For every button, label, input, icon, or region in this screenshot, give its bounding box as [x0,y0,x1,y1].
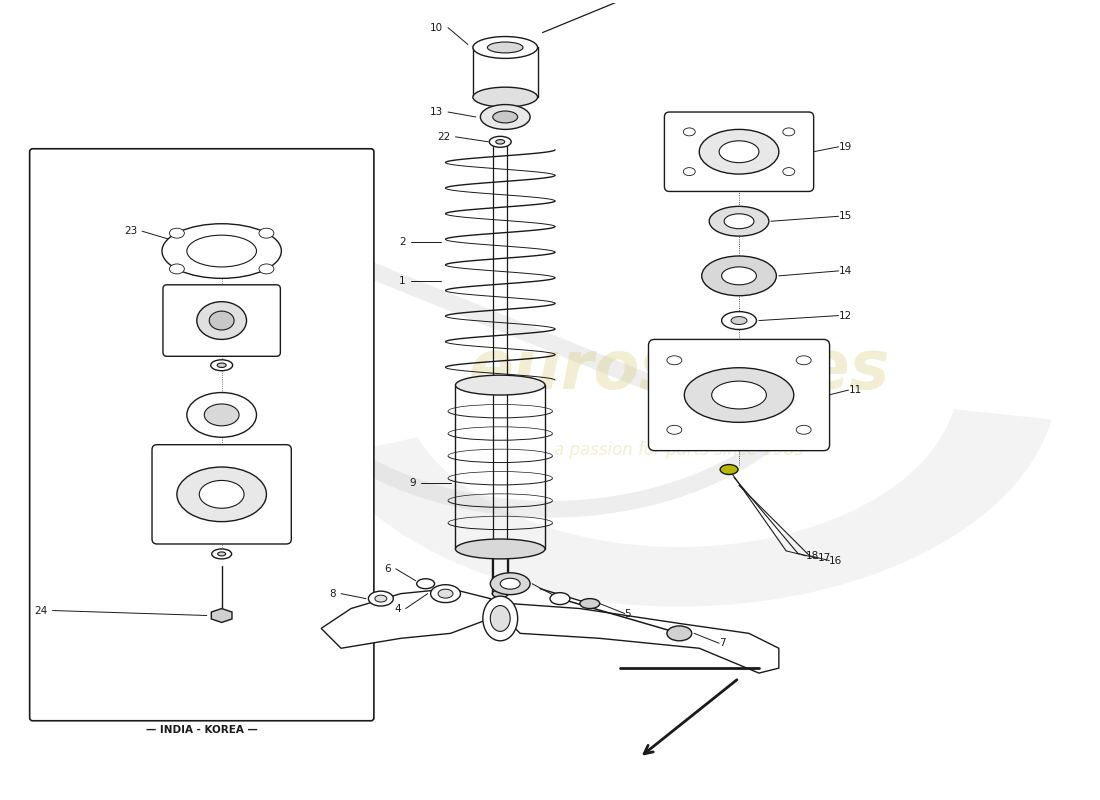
Text: 24: 24 [34,606,47,615]
Text: 9: 9 [409,478,416,489]
Ellipse shape [783,128,795,136]
Text: 10: 10 [430,22,443,33]
Polygon shape [211,609,232,622]
Ellipse shape [550,593,570,605]
Ellipse shape [667,426,682,434]
Ellipse shape [438,589,453,598]
Ellipse shape [490,136,512,147]
Text: 1: 1 [399,276,406,286]
Ellipse shape [217,363,227,367]
Text: 13: 13 [430,107,443,117]
Ellipse shape [796,426,811,434]
Text: a passion for parts since 1985: a passion for parts since 1985 [553,441,805,458]
Ellipse shape [211,549,232,559]
Ellipse shape [732,317,747,325]
Ellipse shape [491,606,510,631]
Ellipse shape [796,356,811,365]
Text: 16: 16 [829,555,843,566]
Ellipse shape [702,256,777,296]
Ellipse shape [205,404,239,426]
Ellipse shape [211,360,232,370]
Text: 4: 4 [394,603,400,614]
Polygon shape [510,603,779,673]
Text: 19: 19 [838,142,851,152]
Text: 23: 23 [124,226,138,236]
Ellipse shape [187,393,256,438]
Text: 15: 15 [838,211,851,222]
Text: 18: 18 [806,551,820,561]
Ellipse shape [473,37,538,58]
PathPatch shape [324,409,1052,606]
Ellipse shape [417,578,434,589]
Polygon shape [321,589,491,648]
Text: 14: 14 [838,266,851,276]
Ellipse shape [491,573,530,594]
Ellipse shape [209,311,234,330]
Ellipse shape [368,591,394,606]
Ellipse shape [580,598,600,609]
Ellipse shape [712,381,767,409]
FancyBboxPatch shape [664,112,814,191]
Text: 12: 12 [838,310,851,321]
Ellipse shape [455,375,544,395]
Ellipse shape [473,87,538,107]
FancyBboxPatch shape [30,149,374,721]
Ellipse shape [483,596,518,641]
Ellipse shape [720,465,738,474]
Text: eurospares: eurospares [469,338,890,403]
Ellipse shape [496,139,505,144]
Ellipse shape [710,206,769,236]
Ellipse shape [493,111,518,123]
Ellipse shape [199,481,244,508]
Ellipse shape [481,105,530,130]
Text: 8: 8 [330,589,337,598]
FancyBboxPatch shape [163,285,280,356]
Text: 6: 6 [384,564,390,574]
Ellipse shape [683,168,695,175]
Ellipse shape [455,539,544,559]
Text: 2: 2 [399,237,406,247]
Ellipse shape [177,467,266,522]
Text: 22: 22 [438,132,451,142]
Ellipse shape [783,168,795,175]
Ellipse shape [722,267,757,285]
Ellipse shape [430,585,461,602]
Ellipse shape [724,214,754,229]
Ellipse shape [169,264,185,274]
Ellipse shape [258,228,274,238]
Ellipse shape [487,42,522,53]
Ellipse shape [683,128,695,136]
Ellipse shape [218,552,226,556]
FancyBboxPatch shape [649,339,829,450]
Ellipse shape [162,224,282,278]
Ellipse shape [375,595,387,602]
Ellipse shape [719,141,759,162]
Ellipse shape [187,235,256,267]
Ellipse shape [258,264,274,274]
Text: 7: 7 [719,638,726,648]
Ellipse shape [500,578,520,589]
Ellipse shape [493,590,508,598]
Text: — INDIA - KOREA —: — INDIA - KOREA — [146,725,257,734]
Ellipse shape [667,356,682,365]
Ellipse shape [197,302,246,339]
FancyBboxPatch shape [152,445,292,544]
Ellipse shape [722,312,757,330]
Text: 3: 3 [560,594,566,604]
Ellipse shape [684,368,794,422]
Text: 5: 5 [625,609,631,618]
Text: 17: 17 [818,554,832,563]
Ellipse shape [667,626,692,641]
Text: 11: 11 [848,385,861,395]
Ellipse shape [700,130,779,174]
Ellipse shape [169,228,185,238]
